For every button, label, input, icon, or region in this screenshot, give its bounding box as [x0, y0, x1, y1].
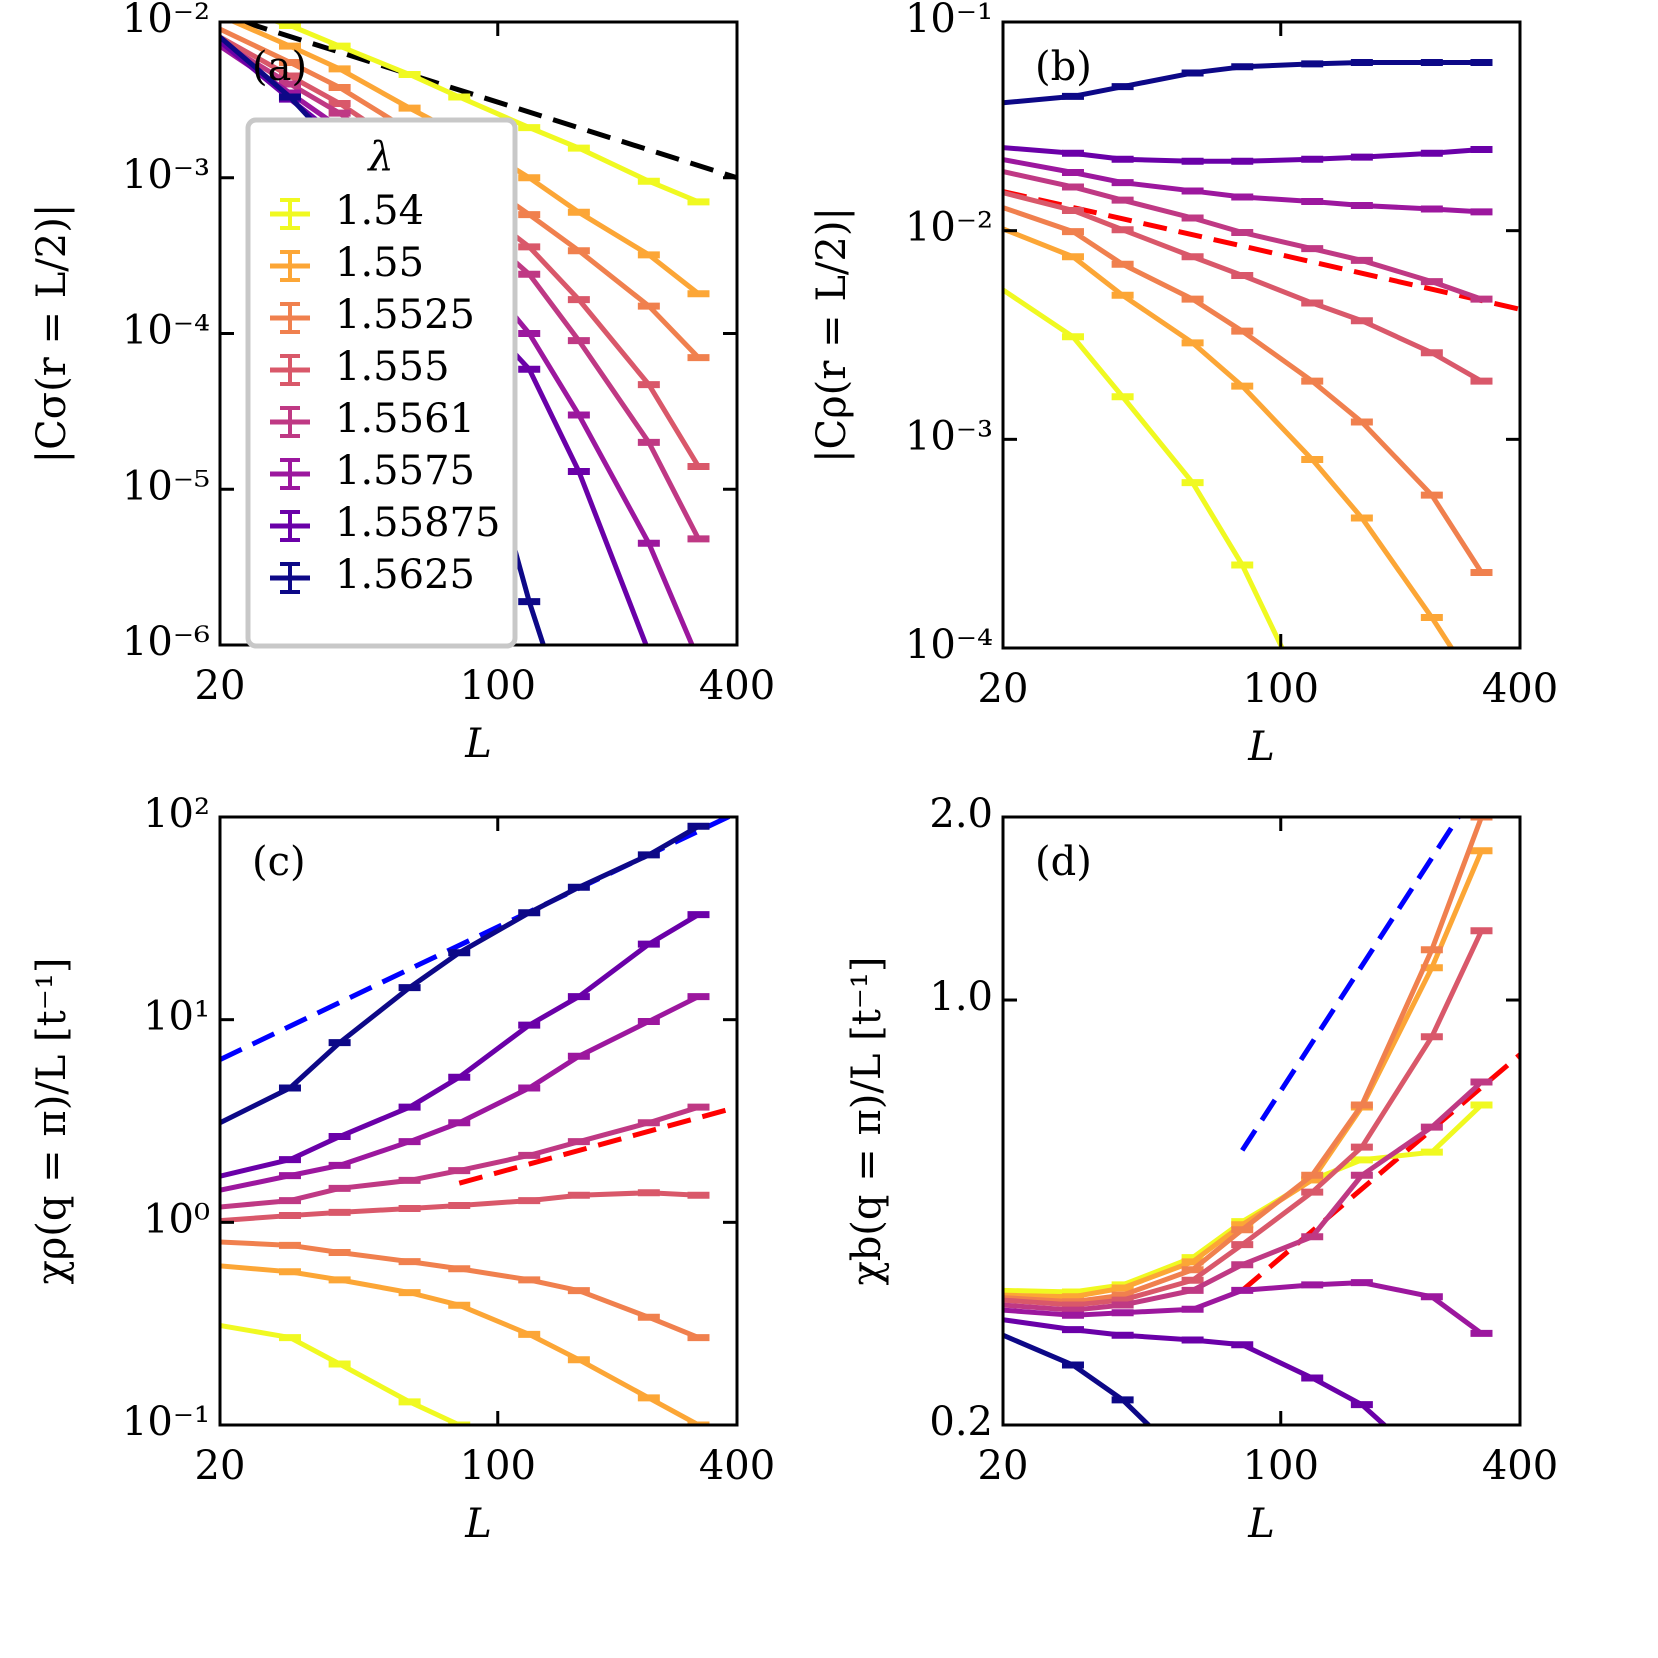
- series-line: [1003, 205, 1484, 574]
- axes-frame: [218, 815, 739, 1427]
- series-line: [1003, 287, 1285, 648]
- plot-area: [1003, 817, 1520, 1425]
- series-line: [220, 1322, 464, 1425]
- legend-label: 1.55: [335, 240, 424, 286]
- reference-line: [1003, 189, 1520, 312]
- y-tick-label: 10²: [143, 791, 210, 837]
- x-axis-label: L: [1247, 724, 1275, 770]
- legend-label: 1.5525: [335, 292, 475, 338]
- x-axis-label: L: [464, 721, 492, 767]
- x-tick-label: 20: [195, 663, 246, 709]
- y-tick-label: 10⁻⁴: [905, 622, 993, 668]
- legend-label: 1.5625: [335, 552, 475, 598]
- y-tick-label: 10⁻⁵: [122, 463, 210, 509]
- x-tick-label: 100: [460, 663, 536, 709]
- x-tick-label: 20: [978, 1443, 1029, 1489]
- y-tick-label: 1.0: [929, 974, 993, 1020]
- series-line: [1003, 190, 1483, 384]
- series-line: [1003, 1317, 1389, 1425]
- series-line: [1003, 929, 1484, 1308]
- series-line: [220, 1239, 700, 1340]
- series-line: [220, 1263, 700, 1425]
- y-tick-label: 10⁻⁴: [122, 308, 210, 354]
- y-tick-label: 10⁻⁶: [122, 619, 210, 665]
- reference-line: [243, 22, 737, 181]
- series-line: [1003, 1080, 1484, 1313]
- plot-area: [220, 817, 737, 1425]
- panel-label: (b): [1035, 44, 1092, 90]
- panel-label: (c): [252, 839, 306, 885]
- legend-box: [245, 117, 518, 649]
- y-tick-label: 10⁰: [143, 1196, 210, 1242]
- x-tick-label: 100: [1243, 666, 1319, 712]
- y-tick-label: 0.2: [929, 1399, 993, 1445]
- panel-label: (d): [1035, 839, 1092, 885]
- x-tick-label: 20: [978, 666, 1029, 712]
- x-tick-label: 400: [1482, 666, 1558, 712]
- y-axis-label: χb(q = π)/L [t⁻¹]: [844, 956, 890, 1285]
- y-tick-label: 10⁻¹: [905, 0, 993, 42]
- series-line: [1003, 226, 1455, 648]
- panel-label: (a): [252, 44, 307, 90]
- y-tick-label: 10⁻³: [905, 413, 993, 459]
- plot-area: [1003, 58, 1520, 648]
- legend-title: λ: [366, 134, 393, 180]
- x-tick-label: 400: [699, 1443, 775, 1489]
- y-axis-label: |Cρ(r = L/2)|: [809, 207, 855, 463]
- series-line: [1003, 1332, 1153, 1425]
- x-tick-label: 20: [195, 1443, 246, 1489]
- y-tick-label: 10⁻²: [905, 205, 993, 251]
- legend-label: 1.5561: [335, 396, 475, 442]
- y-tick-label: 10⁻¹: [122, 1399, 210, 1445]
- y-tick-label: 10⁻²: [122, 0, 210, 42]
- reference-line: [1240, 817, 1461, 1152]
- axes-frame: [1001, 20, 1522, 650]
- legend-label: 1.54: [335, 188, 424, 234]
- reference-line: [458, 1104, 737, 1186]
- y-tick-label: 10⁻³: [122, 152, 210, 198]
- x-axis-label: L: [464, 1501, 492, 1547]
- legend-label: 1.5575: [335, 448, 475, 494]
- y-tick-label: 10¹: [143, 994, 210, 1040]
- axes-frame: [1001, 815, 1522, 1427]
- x-tick-label: 100: [1243, 1443, 1319, 1489]
- y-axis-label: χρ(q = π)/L [t⁻¹]: [29, 958, 75, 1285]
- legend-label: 1.55875: [335, 500, 500, 546]
- reference-line: [1240, 1052, 1520, 1293]
- x-tick-label: 100: [460, 1443, 536, 1489]
- x-tick-label: 400: [1482, 1443, 1558, 1489]
- legend-label: 1.555: [335, 344, 450, 390]
- y-axis-label: |Cσ(r = L/2)|: [29, 204, 75, 464]
- x-tick-label: 400: [699, 663, 775, 709]
- y-tick-label: 2.0: [929, 791, 993, 837]
- x-axis-label: L: [1247, 1501, 1275, 1547]
